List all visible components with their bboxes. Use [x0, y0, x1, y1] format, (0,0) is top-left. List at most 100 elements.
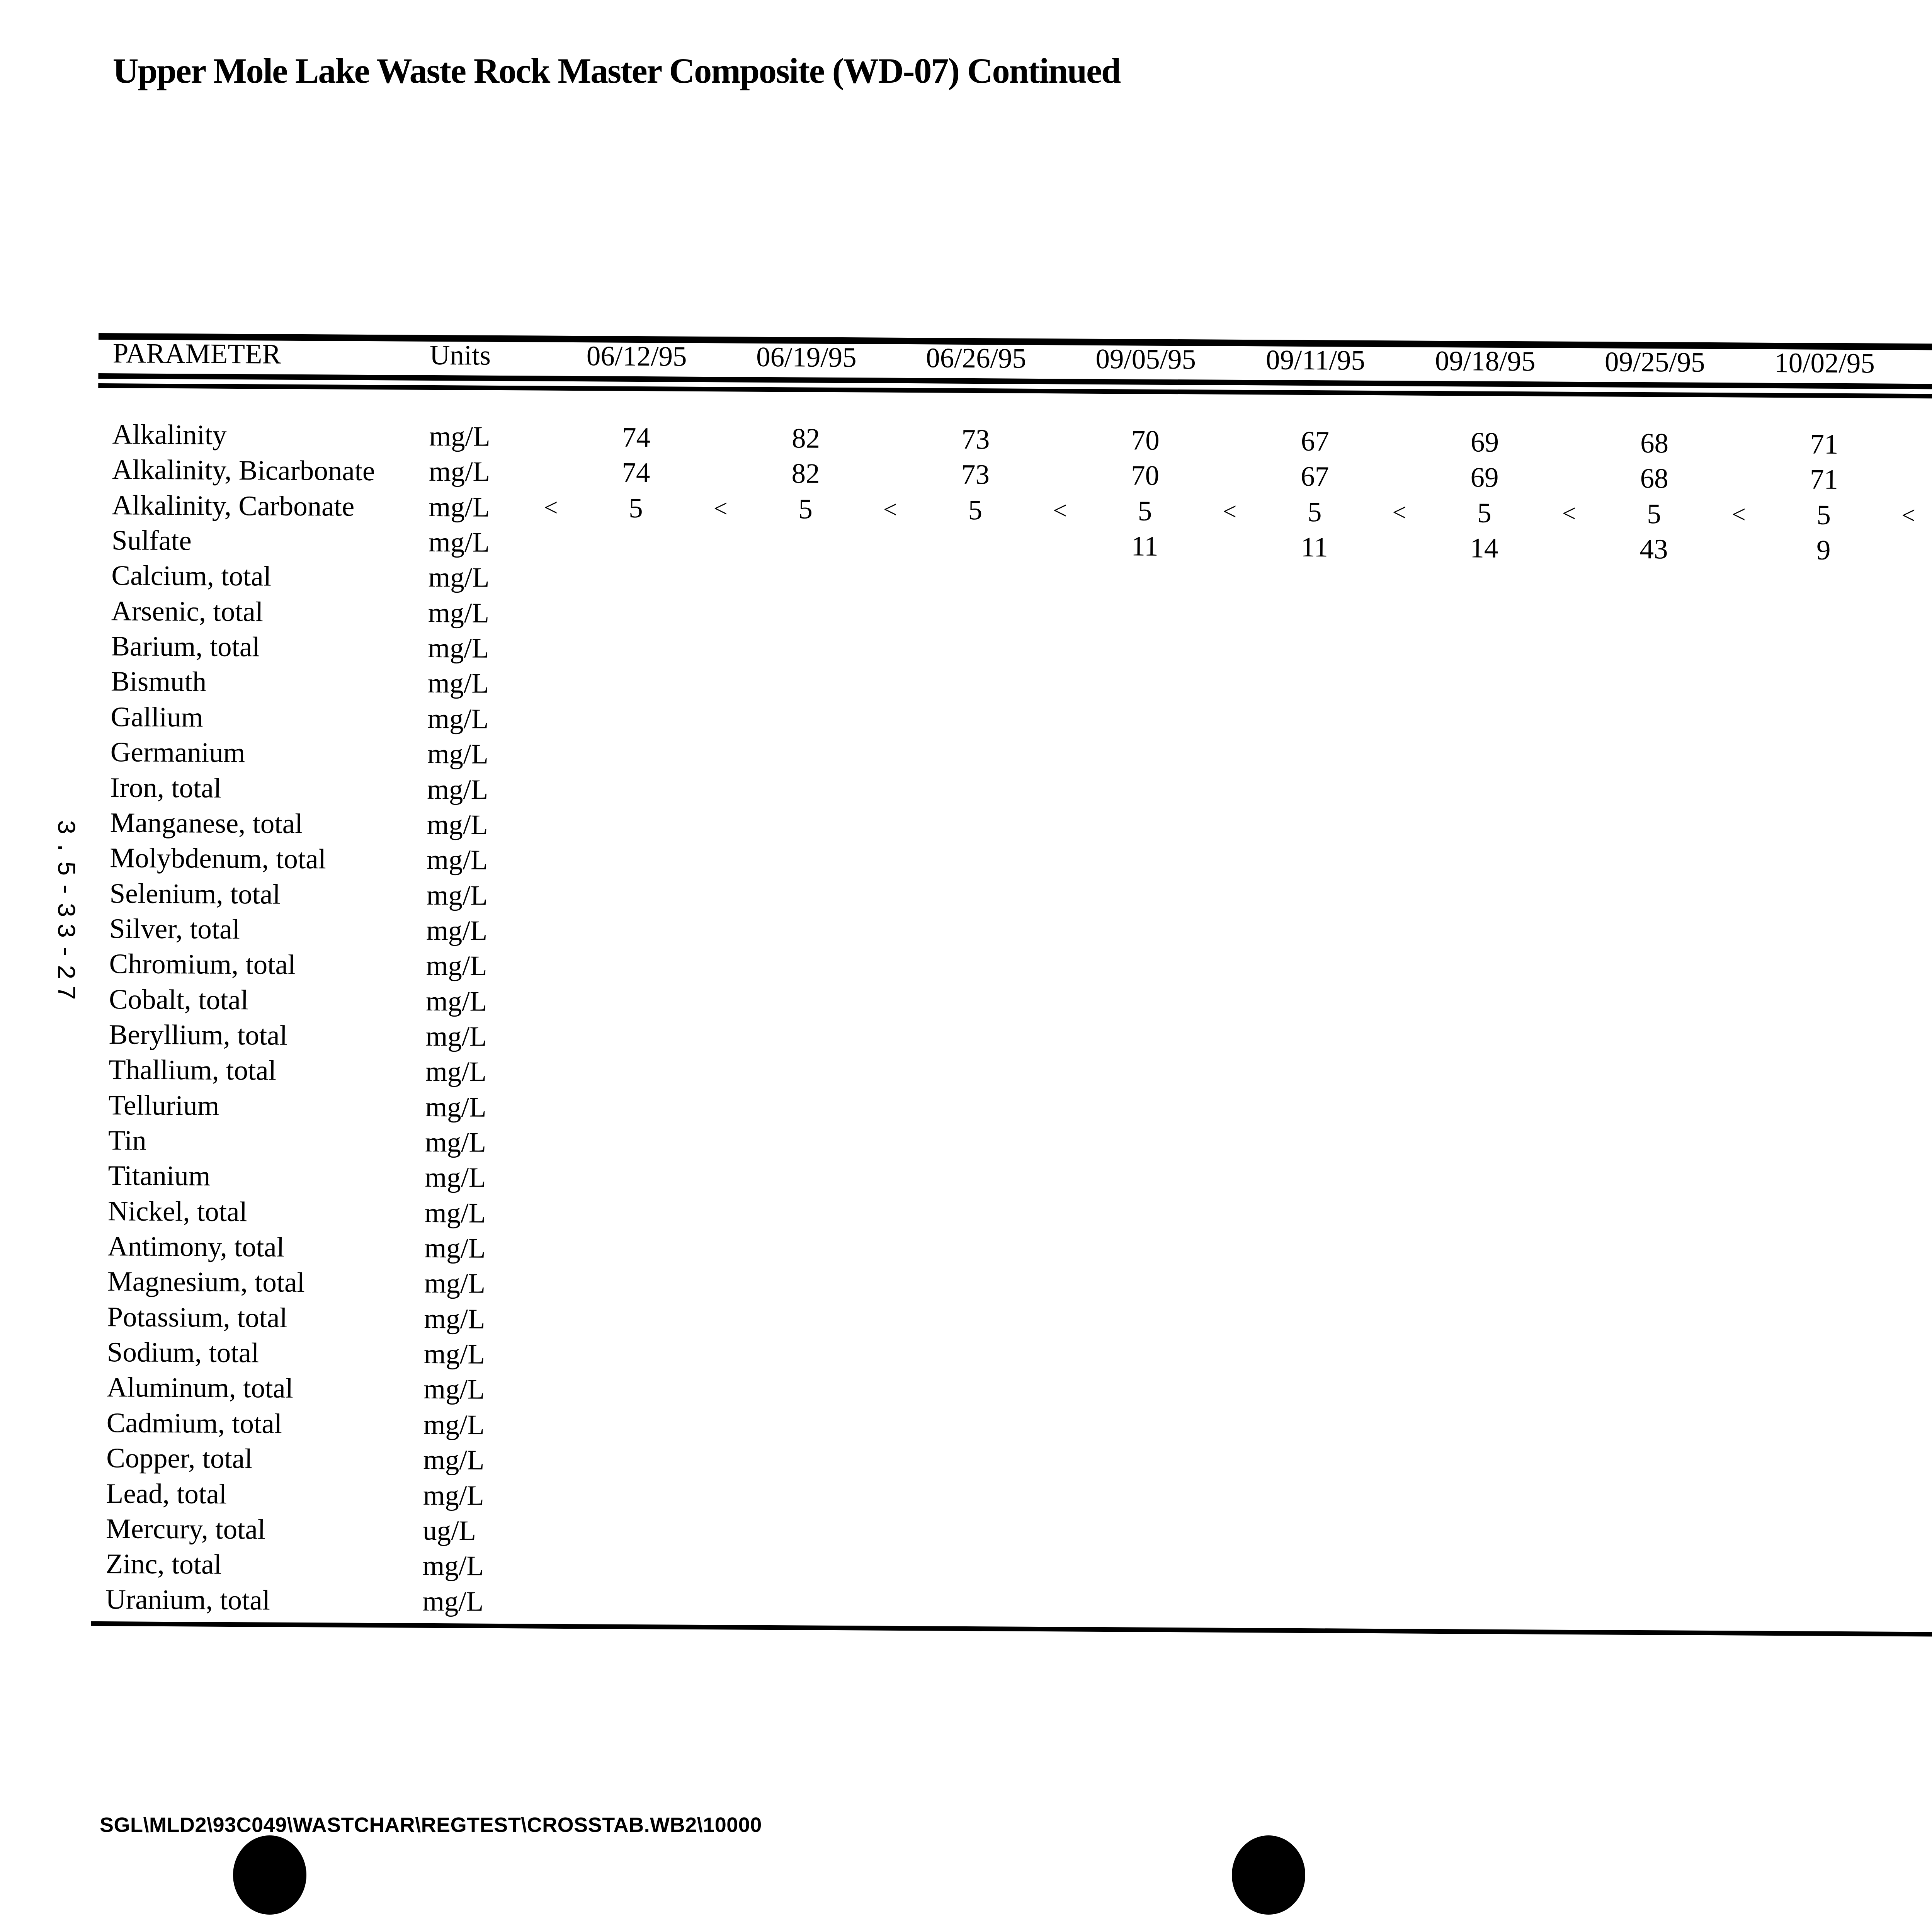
units-value: mg/L: [427, 773, 488, 805]
cell-value: <5: [1053, 493, 1230, 529]
cell-value: 82: [791, 457, 820, 490]
column-header-date: 10/02/95: [1774, 347, 1875, 379]
units-value: mg/L: [428, 561, 490, 594]
parameter-name: Beryllium, total: [109, 1019, 288, 1051]
less-than-sign: <: [1053, 496, 1067, 524]
units-value: mg/L: [425, 1020, 487, 1052]
column-header-date: 06/26/95: [926, 342, 1027, 374]
cell-value: 11: [1301, 531, 1328, 563]
parameter-name: Molybdenum, total: [109, 842, 327, 875]
cell-value: <5: [1223, 494, 1400, 531]
parameter-name: Selenium, total: [109, 877, 281, 910]
cell-value: <5: [883, 492, 1061, 528]
parameter-name: Thallium, total: [108, 1054, 277, 1086]
cell-value: 70: [1909, 427, 1932, 464]
parameter-name: Lead, total: [106, 1477, 227, 1510]
units-value: mg/L: [425, 1091, 486, 1123]
units-value: mg/L: [423, 1479, 485, 1511]
cell-value: 11: [1131, 530, 1158, 562]
parameter-name: Germanium: [110, 736, 245, 769]
parameter-name: Potassium, total: [107, 1301, 288, 1333]
parameter-name: Sodium, total: [107, 1336, 259, 1369]
document-title: Upper Mole Lake Waste Rock Master Compos…: [113, 51, 1121, 90]
cell-value: 73: [961, 459, 990, 490]
parameter-name: Nickel, total: [107, 1195, 248, 1227]
units-value: mg/L: [427, 808, 488, 840]
parameter-name: Calcium, total: [111, 560, 272, 592]
units-value: mg/L: [429, 491, 490, 523]
column-header-date: 06/12/95: [586, 340, 687, 372]
units-value: mg/L: [423, 1408, 485, 1440]
units-value: mg/L: [425, 1126, 486, 1158]
hole-punch: [233, 1835, 306, 1915]
column-header-date: 09/18/95: [1435, 345, 1536, 377]
cell-value: 70: [1131, 424, 1160, 456]
cell-value: 70: [1908, 462, 1932, 499]
less-than-sign: <: [1223, 497, 1237, 525]
cell-value: <5: [1392, 495, 1570, 531]
parameter-name: Gallium: [111, 701, 203, 733]
cell-value: 68: [1640, 427, 1669, 459]
units-value: mg/L: [423, 1444, 485, 1476]
units-value: mg/L: [424, 1267, 486, 1299]
column-header-date: 09/11/95: [1265, 344, 1366, 376]
units-value: mg/L: [424, 1197, 486, 1229]
parameter-name: Bismuth: [111, 665, 207, 698]
parameter-name: Magnesium, total: [107, 1265, 305, 1298]
less-than-sign: <: [713, 494, 728, 522]
cell-value: 71: [1810, 463, 1838, 495]
units-value: mg/L: [422, 1550, 484, 1582]
units-value: mg/L: [429, 456, 490, 488]
table-header-row: PARAMETER Units 06/12/95 06/19/95 06/26/95…: [2, 0, 1932, 379]
parameter-name: Aluminum, total: [107, 1371, 294, 1404]
cell-value: <5: [1562, 496, 1739, 532]
parameter-name: Cadmium, total: [106, 1406, 282, 1439]
cell-value: <5: [1732, 497, 1909, 533]
hole-punch: [1232, 1835, 1305, 1915]
units-value: mg/L: [427, 702, 489, 735]
units-value: mg/L: [426, 844, 488, 876]
cell-value: 73: [961, 423, 990, 455]
units-value: ug/L: [422, 1514, 476, 1546]
units-value: mg/L: [425, 1056, 487, 1088]
units-value: mg/L: [429, 420, 490, 452]
table-body: Alkalinitymg/L7482737067696871706969Alka…: [2, 0, 1932, 1617]
column-header-parameter: PARAMETER: [112, 337, 281, 370]
column-header-date: 09/25/95: [1604, 346, 1705, 378]
units-value: mg/L: [425, 985, 487, 1017]
units-value: mg/L: [428, 632, 489, 664]
less-than-sign: <: [1562, 499, 1576, 527]
units-value: mg/L: [427, 667, 489, 699]
less-than-sign: <: [544, 493, 558, 521]
cell-value: 43: [1639, 533, 1668, 565]
parameter-name: Manganese, total: [110, 807, 303, 839]
units-value: mg/L: [428, 526, 490, 558]
units-value: mg/L: [428, 597, 490, 629]
cell-value: 69: [1470, 461, 1499, 493]
parameter-name: Cobalt, total: [109, 983, 249, 1015]
parameter-name: Uranium, total: [105, 1583, 270, 1616]
parameter-name: Chromium, total: [109, 948, 296, 981]
parameter-name: Barium, total: [111, 630, 260, 663]
parameter-name: Arsenic, total: [111, 595, 264, 628]
units-value: mg/L: [425, 1162, 486, 1194]
units-value: mg/L: [424, 1303, 485, 1335]
cell-value: 71: [1810, 428, 1838, 460]
parameter-name: Mercury, total: [105, 1512, 266, 1545]
cell-value: <5: [1901, 498, 1932, 534]
parameter-name: Sulfate: [111, 524, 192, 556]
units-value: mg/L: [427, 738, 489, 770]
parameter-name: Silver, total: [109, 913, 240, 945]
column-header-units: Units: [429, 339, 491, 371]
less-than-sign: <: [1392, 498, 1406, 526]
less-than-sign: <: [883, 495, 898, 523]
parameter-name: Alkalinity, Bicarbonate: [112, 454, 375, 487]
parameter-name: Tellurium: [108, 1089, 219, 1121]
parameter-name: Titanium: [108, 1160, 211, 1192]
less-than-sign: <: [1901, 501, 1916, 529]
less-than-sign: <: [1731, 500, 1746, 528]
cell-value: 9: [1816, 534, 1831, 566]
cell-value: <5: [544, 490, 721, 526]
units-value: mg/L: [426, 879, 488, 911]
cell-value: 69: [1470, 426, 1499, 458]
